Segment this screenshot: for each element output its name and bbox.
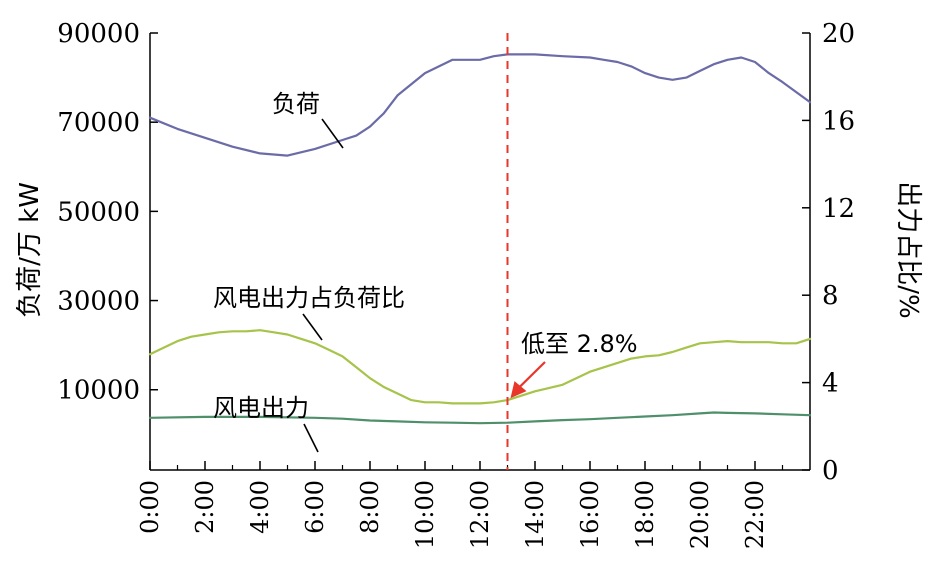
x-tick-label: 18:00 — [631, 480, 659, 549]
left-tick-label: 90000 — [57, 19, 140, 49]
right-tick-label: 12 — [822, 194, 855, 224]
series-layer — [148, 33, 812, 470]
x-tick-label: 20:00 — [686, 480, 714, 549]
annotation-min-arrow-shaft — [517, 361, 546, 389]
left-tick-label: 10000 — [57, 376, 140, 406]
x-tick-label: 22:00 — [741, 480, 769, 549]
x-tick-label: 6:00 — [301, 480, 329, 534]
series-line-1 — [148, 53, 812, 157]
right-tick-label: 4 — [822, 369, 839, 399]
x-tick-label: 8:00 — [356, 480, 384, 534]
axes: 10000 30000 50000 70000 90000 0 4 8 12 16 20 0:00 2:… — [57, 19, 855, 549]
right-tick-label: 8 — [822, 281, 839, 311]
left-tick-label: 30000 — [57, 287, 140, 317]
annotation-load-leader — [321, 118, 344, 149]
annotation-load: 负荷 — [272, 90, 320, 118]
x-tick-label: 10:00 — [411, 480, 439, 549]
right-axis-title: 出力占比/% — [893, 181, 923, 318]
annotation-min-arrow-head — [510, 381, 527, 399]
x-tick-label: 0:00 — [136, 480, 164, 534]
right-tick-label: 20 — [822, 19, 855, 49]
left-tick-label: 70000 — [57, 108, 140, 138]
annotation-wind-output-leader — [303, 423, 319, 453]
right-tick-label: 0 — [822, 456, 839, 486]
left-axis-title: 负荷/万 kW — [15, 182, 45, 318]
right-tick-label: 16 — [822, 106, 855, 136]
x-tick-label: 4:00 — [246, 480, 274, 534]
left-tick-label: 50000 — [57, 197, 140, 227]
series-line-2 — [148, 329, 812, 405]
series-line-3 — [148, 411, 812, 425]
annotation-min-ratio: 低至 2.8% — [521, 330, 638, 358]
annotation-wind-ratio-leader — [302, 313, 323, 341]
annotation-wind-ratio: 风电出力占负荷比 — [213, 284, 405, 312]
x-tick-label: 12:00 — [466, 480, 494, 549]
x-tick-label: 14:00 — [521, 480, 549, 549]
annotation-wind-output: 风电出力 — [213, 394, 309, 422]
x-tick-label: 2:00 — [191, 480, 219, 534]
x-tick-label: 16:00 — [576, 480, 604, 549]
